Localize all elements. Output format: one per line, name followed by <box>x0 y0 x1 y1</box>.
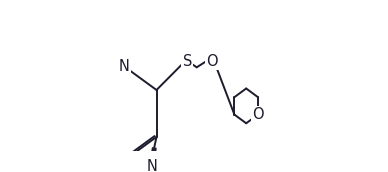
Text: S: S <box>182 54 192 69</box>
Text: N: N <box>147 159 158 172</box>
Text: N: N <box>119 59 130 74</box>
Text: O: O <box>252 107 264 122</box>
Text: O: O <box>206 54 218 69</box>
